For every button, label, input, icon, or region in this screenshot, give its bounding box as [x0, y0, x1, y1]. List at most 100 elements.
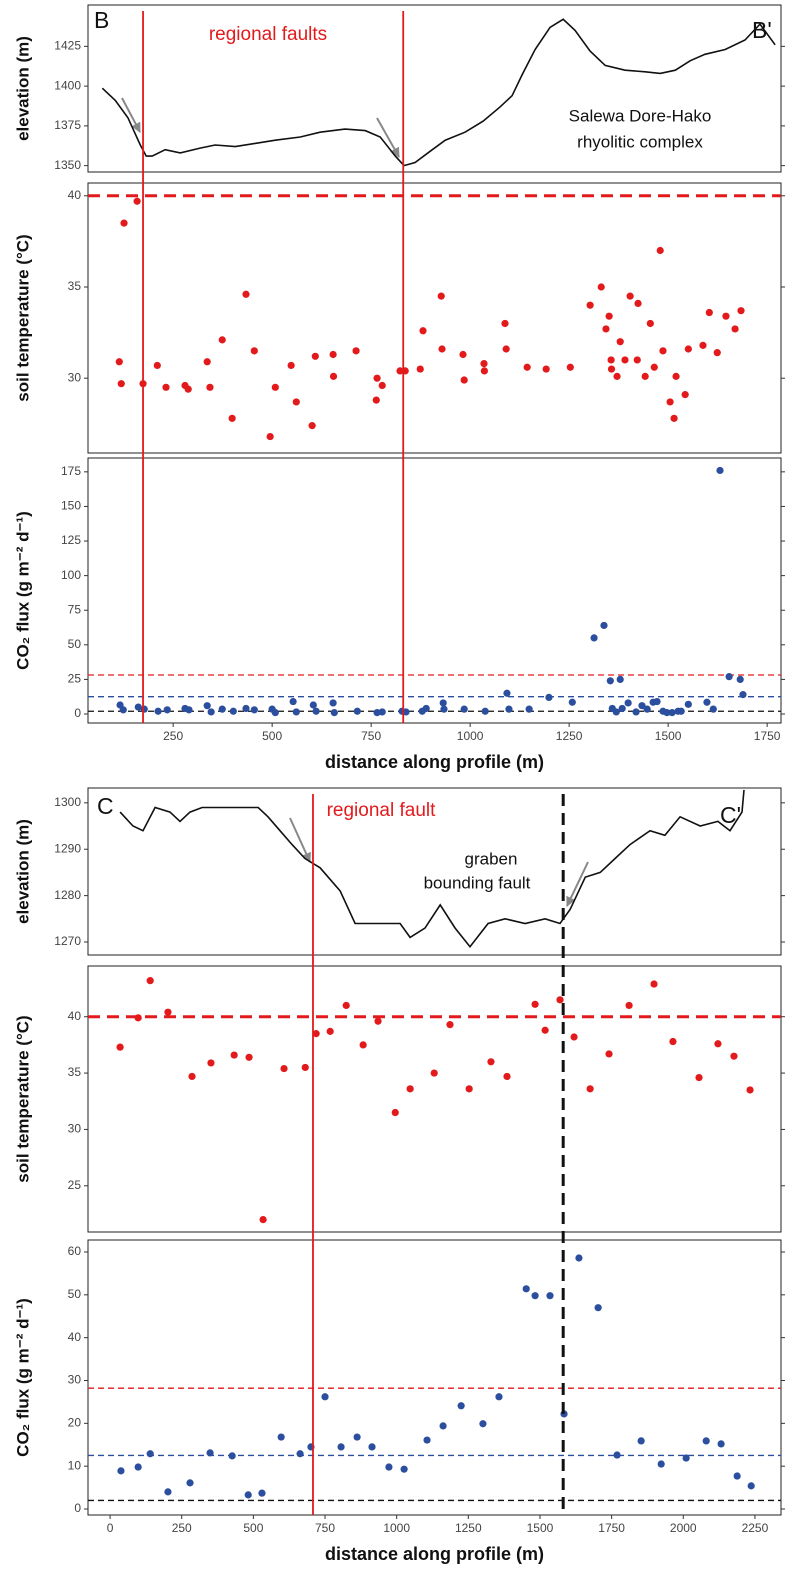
annotation: C: [97, 793, 114, 819]
data-point: [677, 707, 685, 715]
data-point: [568, 698, 576, 706]
data-point: [271, 383, 279, 391]
data-point: [556, 996, 564, 1004]
data-point: [115, 358, 123, 366]
y-tick-label: 40: [68, 1009, 82, 1023]
data-point: [682, 1454, 690, 1462]
data-point: [480, 367, 488, 375]
data-point: [646, 319, 654, 328]
y-tick-label: 25: [68, 1178, 82, 1192]
data-point: [292, 708, 300, 716]
data-point: [487, 1058, 495, 1066]
data-point: [607, 365, 616, 373]
data-point: [650, 980, 658, 988]
data-point: [309, 701, 317, 709]
y-tick-label: 30: [68, 1373, 82, 1387]
data-point: [460, 705, 468, 713]
data-point: [634, 299, 642, 308]
data-point: [430, 1069, 438, 1077]
x-tick-label: 1250: [556, 729, 583, 743]
data-point: [280, 1064, 288, 1073]
panel-frame: [87, 1239, 782, 1516]
data-point: [228, 414, 236, 422]
data-point: [731, 325, 739, 333]
data-point: [616, 675, 624, 684]
data-point: [746, 1086, 754, 1094]
data-point: [656, 246, 664, 255]
data-point: [637, 1437, 645, 1445]
data-point: [523, 363, 531, 371]
data-point: [739, 691, 747, 699]
x-tick-label: 1250: [455, 1521, 482, 1535]
y-tick-label: 75: [68, 602, 82, 616]
data-point: [330, 709, 338, 717]
data-point: [505, 705, 513, 713]
data-point: [531, 1000, 539, 1008]
x-tick-label: 1500: [527, 1521, 554, 1535]
y-tick-label: 30: [68, 1122, 82, 1136]
data-point: [613, 1451, 621, 1459]
data-point: [162, 383, 170, 391]
data-point: [164, 1008, 172, 1016]
data-point: [495, 1393, 503, 1401]
data-point: [329, 350, 337, 359]
data-point: [725, 673, 733, 681]
data-point: [606, 677, 614, 685]
data-point: [703, 698, 711, 706]
slip-arrow: [566, 861, 589, 907]
x-tick-label: 500: [262, 729, 282, 743]
y-tick-label: 50: [68, 637, 82, 651]
y-tick-label: 175: [61, 464, 81, 478]
x-tick-label: 0: [107, 1521, 114, 1535]
data-point: [643, 705, 651, 713]
data-point: [292, 398, 300, 406]
data-point: [207, 1059, 215, 1067]
data-point: [439, 1422, 447, 1430]
data-point: [311, 352, 319, 360]
y-tick-label: 35: [68, 1065, 82, 1079]
y-axis-label: elevation (m): [13, 36, 32, 141]
data-point: [668, 709, 676, 717]
data-point: [422, 704, 430, 713]
data-point: [597, 283, 605, 291]
data-point: [133, 197, 141, 205]
data-point: [312, 707, 320, 715]
data-point: [423, 1436, 431, 1444]
data-point: [353, 1433, 361, 1441]
data-point: [709, 705, 717, 713]
data-point: [621, 356, 629, 364]
data-point: [575, 1254, 583, 1262]
data-point: [271, 709, 279, 717]
y-tick-label: 100: [61, 568, 81, 582]
data-point: [406, 1085, 414, 1093]
data-point: [342, 1001, 350, 1010]
data-point: [650, 363, 658, 371]
annotation: regional fault: [327, 800, 437, 821]
data-point: [207, 708, 215, 716]
slip-arrow: [121, 97, 141, 133]
data-point: [632, 708, 640, 716]
data-point: [437, 292, 445, 300]
y-tick-label: 150: [61, 499, 81, 513]
y-tick-label: 0: [74, 1501, 81, 1515]
y-axis-label: soil temperature (°C): [13, 1015, 32, 1182]
y-tick-label: 1375: [54, 118, 81, 132]
data-point: [359, 1041, 367, 1049]
panel-frame: [87, 182, 782, 454]
data-point: [546, 1292, 554, 1300]
data-point: [134, 703, 142, 711]
data-point: [250, 706, 258, 714]
data-point: [663, 709, 671, 717]
y-tick-label: 1425: [54, 39, 81, 53]
x-tick-label: 250: [163, 729, 183, 743]
data-point: [747, 1482, 755, 1490]
data-point: [624, 699, 632, 707]
data-point: [714, 1040, 722, 1048]
data-point: [459, 350, 467, 359]
data-point: [385, 1463, 393, 1471]
data-point: [638, 702, 646, 710]
data-point: [605, 1050, 613, 1058]
data-point: [545, 693, 553, 701]
data-point: [465, 1085, 473, 1093]
panel-frame: [87, 4, 782, 173]
